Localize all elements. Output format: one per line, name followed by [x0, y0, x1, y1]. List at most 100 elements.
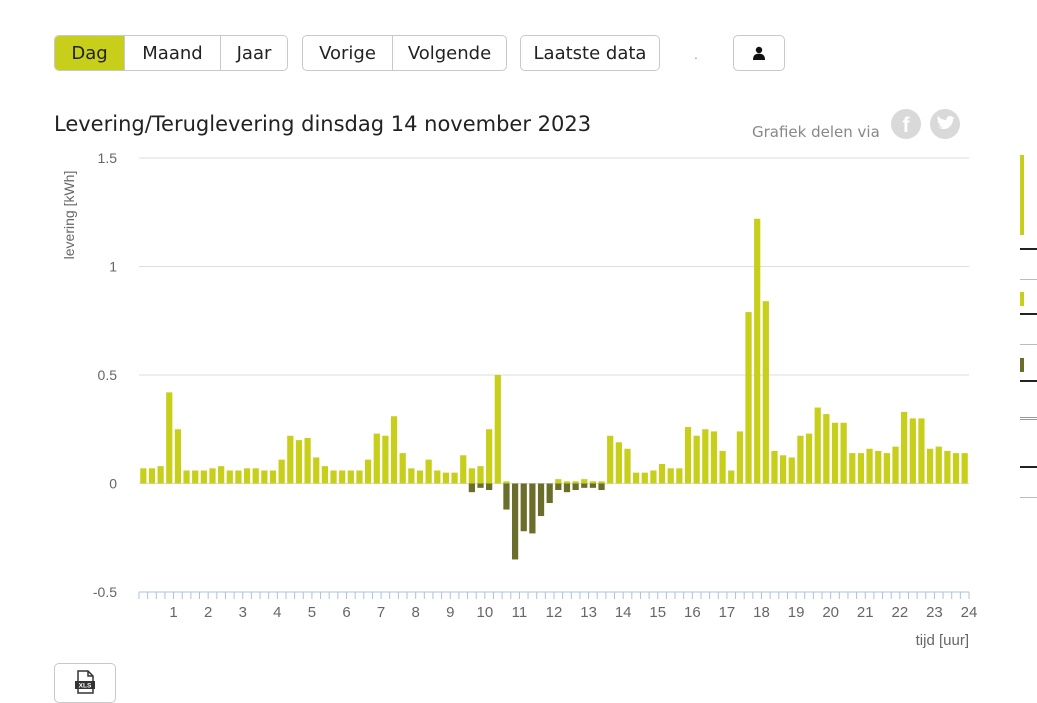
x-tick-label: 1 — [169, 604, 177, 621]
x-tick-label: 12 — [546, 604, 563, 621]
x-tick-label: 17 — [719, 604, 736, 621]
chart-area: 1.510.50-0.5 1 2 3 4 5 6 7 8 9 10 11 12 13 14 15 16 17 18… — [61, 150, 977, 649]
teruglevering-bar — [503, 483, 510, 510]
y-tick-label: 1 — [109, 259, 117, 275]
levering-bar — [771, 450, 778, 484]
x-tick-label: 7 — [377, 604, 385, 621]
levering-bar — [728, 470, 735, 484]
levering-bar — [935, 446, 942, 484]
teruglevering-bar — [477, 483, 484, 488]
x-tick-labels: 1 2 3 4 5 6 7 8 9 10 11 12 13 14 15 16 17 18 19 20 21 22 23 24 — [169, 604, 977, 621]
grid-lines — [139, 157, 969, 484]
teruglevering-bar — [529, 483, 536, 534]
levering-bar — [581, 479, 588, 484]
x-tick-label: 22 — [891, 604, 908, 621]
levering-bar — [226, 470, 233, 484]
teruglevering-bar — [537, 483, 545, 517]
levering-bar — [909, 418, 916, 484]
levering-bar — [563, 481, 571, 484]
x-tick-label: 11 — [512, 604, 528, 621]
bars — [140, 218, 968, 560]
levering-bar — [598, 481, 605, 484]
teruglevering-bar — [598, 483, 605, 491]
levering-bar — [243, 468, 251, 484]
levering-bar — [926, 448, 934, 484]
user-icon — [753, 46, 765, 60]
year-button[interactable]: Jaar — [236, 42, 272, 64]
x-axis-label: tijd [uur] — [916, 632, 969, 649]
user-button[interactable] — [734, 36, 784, 70]
levering-bar — [589, 481, 597, 484]
levering-bar — [624, 448, 631, 484]
side-panel-row — [1020, 380, 1037, 420]
y-tick-label: 0 — [109, 476, 117, 492]
levering-bar — [373, 433, 380, 484]
teruglevering-bar — [572, 483, 579, 491]
x-tick-label: 19 — [788, 604, 805, 621]
levering-bar — [555, 479, 562, 484]
last-data-group: Laatste data — [520, 35, 660, 71]
last-data-button[interactable]: Laatste data — [533, 42, 647, 64]
levering-bar — [192, 470, 199, 484]
levering-bar — [486, 429, 493, 484]
day-button[interactable]: Dag — [55, 36, 125, 70]
levering-bar — [607, 435, 614, 484]
x-tick-label: 8 — [411, 604, 419, 621]
teruglevering-bar — [581, 483, 588, 488]
levering-bar — [849, 453, 856, 484]
y-axis-label: levering [kWh] — [61, 171, 77, 260]
levering-bar — [434, 470, 441, 484]
side-legend-swatch — [1020, 292, 1037, 306]
levering-bar — [719, 450, 726, 484]
levering-bar — [797, 435, 804, 484]
levering-bar — [788, 457, 795, 484]
x-tick-label: 15 — [649, 604, 666, 621]
x-tick-label: 5 — [308, 604, 316, 621]
x-tick-label: 23 — [926, 604, 943, 621]
export-xls-button[interactable]: XLS — [54, 663, 116, 703]
levering-bar — [278, 459, 285, 484]
levering-bar — [641, 472, 648, 484]
levering-bar — [814, 407, 821, 484]
previous-button[interactable]: Vorige — [303, 36, 393, 70]
x-tick-label: 24 — [961, 604, 978, 621]
levering-bar — [174, 429, 182, 484]
teruglevering-bar — [468, 483, 475, 493]
levering-bar — [840, 422, 847, 484]
levering-bar — [304, 437, 311, 484]
levering-bar — [252, 468, 259, 484]
period-selector: Dag Maand Jaar — [54, 35, 288, 71]
x-tick-label: 16 — [684, 604, 701, 621]
x-tick-label: 10 — [476, 604, 493, 621]
x-tick-label: 14 — [615, 604, 632, 621]
levering-bar — [961, 453, 968, 484]
levering-bar — [157, 466, 164, 484]
x-tick-label: 20 — [822, 604, 839, 621]
share-label: Grafiek delen via — [752, 123, 880, 141]
xls-icon: XLS — [75, 670, 95, 694]
side-panel-row — [1020, 466, 1037, 498]
teruglevering-bar — [546, 483, 553, 504]
next-button[interactable]: Volgende — [407, 42, 492, 64]
svg-text:XLS: XLS — [79, 683, 92, 690]
levering-bar — [494, 375, 501, 484]
facebook-icon[interactable]: f — [891, 109, 921, 139]
user-group — [733, 35, 785, 71]
levering-bar — [693, 435, 700, 484]
svg-text:f: f — [903, 114, 911, 137]
levering-bar — [658, 463, 666, 484]
month-button[interactable]: Maand — [125, 36, 221, 70]
levering-bar — [269, 470, 277, 484]
levering-bar — [140, 468, 147, 484]
x-tick-label: 13 — [580, 604, 597, 621]
levering-bar — [676, 468, 683, 484]
levering-bar — [399, 453, 406, 484]
levering-bar — [330, 470, 337, 484]
levering-bar — [892, 446, 899, 484]
levering-bar — [736, 431, 743, 484]
levering-bar — [460, 455, 467, 484]
levering-bar — [762, 301, 769, 484]
levering-bar — [918, 418, 925, 484]
teruglevering-bar — [511, 483, 519, 560]
twitter-icon[interactable] — [930, 109, 960, 139]
